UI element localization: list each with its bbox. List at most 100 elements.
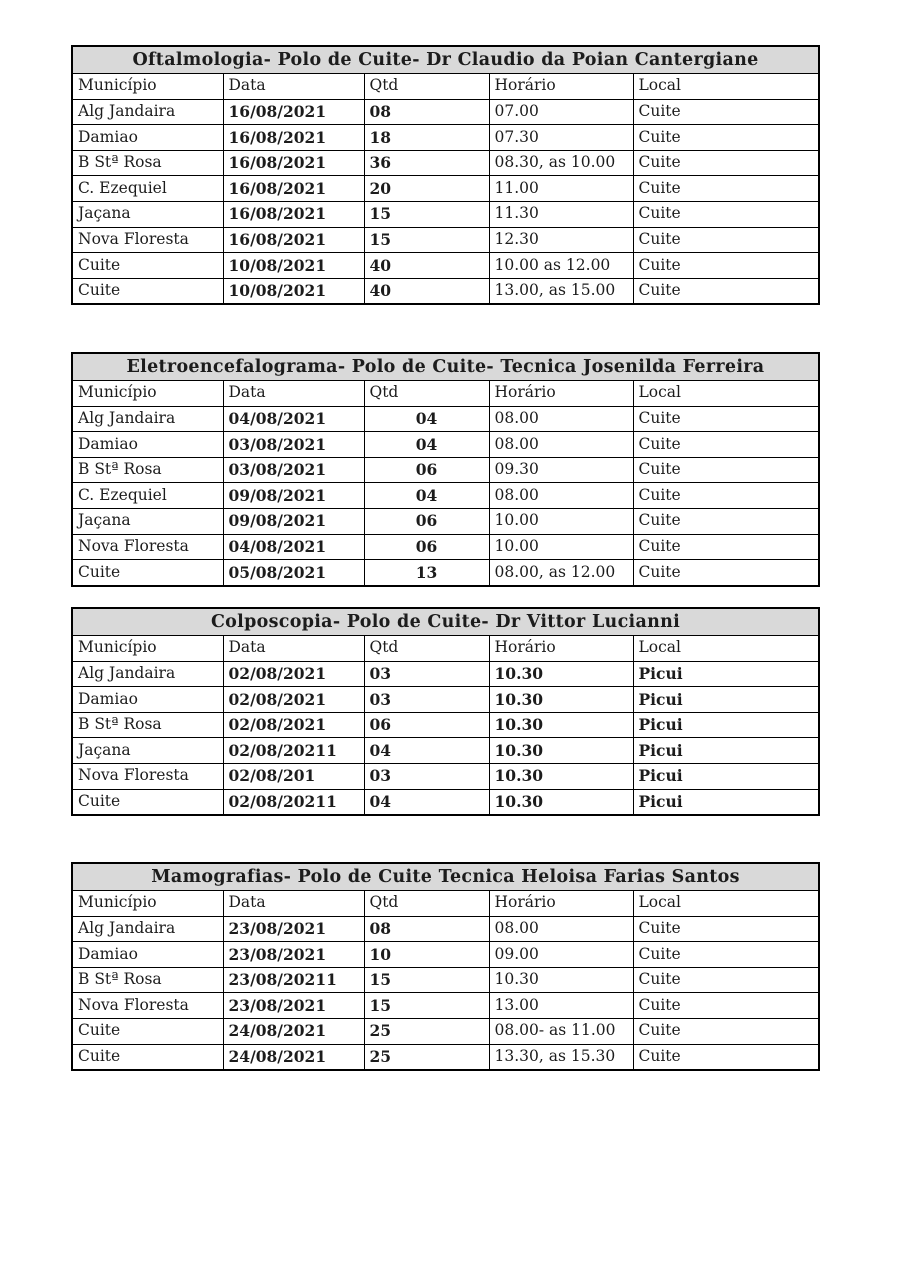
horario-cell: 08.00 xyxy=(488,915,634,943)
municipio-cell: Alg Jandaira xyxy=(71,660,224,688)
horario-cell: 08.00- as 11.00 xyxy=(488,1017,634,1045)
table-row: Damiao 23/08/2021 10 09.00 Cuite xyxy=(71,941,820,968)
table-row: Alg Jandaira 02/08/2021 03 10.30 Picui xyxy=(71,660,820,688)
data-cell: 04/08/2021 xyxy=(222,533,365,561)
qtd-cell: 10 xyxy=(363,941,490,968)
table-row: B Stª Rosa 16/08/2021 36 08.30, as 10.00 Cui… xyxy=(71,149,820,177)
colposcopia-schedule-table: Colposcopia- Polo de Cuite- Dr Vittor Lu… xyxy=(71,607,821,817)
table-title-row: Eletroencefalograma- Polo de Cuite- Tecn… xyxy=(71,352,820,381)
column-header-row: Município Data Qtd Horário Local xyxy=(71,73,820,100)
horario-cell: 11.00 xyxy=(488,175,634,202)
data-cell: 16/08/2021 xyxy=(222,175,365,202)
horario-cell: 08.00 xyxy=(488,482,634,509)
local-cell: Picui xyxy=(632,660,820,688)
municipio-cell: B Stª Rosa xyxy=(71,711,224,739)
municipio-cell: Alg Jandaira xyxy=(71,405,224,433)
qtd-cell: 06 xyxy=(363,533,490,561)
table-row: Nova Floresta 02/08/201 03 10.30 Picui xyxy=(71,762,820,790)
local-cell: Picui xyxy=(632,788,820,816)
qtd-cell: 08 xyxy=(363,98,490,126)
horario-cell: 10.30 xyxy=(488,762,634,790)
horario-cell: 10.30 xyxy=(488,788,634,816)
municipio-cell: C. Ezequiel xyxy=(71,175,224,202)
local-cell: Cuite xyxy=(632,98,820,126)
table-title: Oftalmologia- Polo de Cuite- Dr Claudio … xyxy=(71,45,820,74)
data-cell: 02/08/2021 xyxy=(222,660,365,688)
horario-cell: 07.30 xyxy=(488,124,634,151)
municipio-cell: Damiao xyxy=(71,124,224,151)
data-cell: 02/08/201 xyxy=(222,762,365,790)
horario-cell: 10.00 xyxy=(488,533,634,561)
data-cell: 04/08/2021 xyxy=(222,405,365,433)
municipio-cell: B Stª Rosa xyxy=(71,456,224,484)
column-header: Local xyxy=(632,380,820,407)
horario-cell: 13.00 xyxy=(488,992,634,1019)
municipio-cell: Jaçana xyxy=(71,200,224,228)
horario-cell: 08.00, as 12.00 xyxy=(488,559,634,587)
table-row: Damiao 16/08/2021 18 07.30 Cuite xyxy=(71,124,820,151)
local-cell: Cuite xyxy=(632,992,820,1019)
table-title: Colposcopia- Polo de Cuite- Dr Vittor Lu… xyxy=(71,607,820,636)
data-cell: 16/08/2021 xyxy=(222,149,365,177)
municipio-cell: Cuite xyxy=(71,559,224,587)
horario-cell: 13.00, as 15.00 xyxy=(488,277,634,305)
horario-cell: 13.30, as 15.30 xyxy=(488,1043,634,1071)
column-header-row: Município Data Qtd Horário Local xyxy=(71,890,820,917)
table-row: Cuite 10/08/2021 40 10.00 as 12.00 Cuite xyxy=(71,252,820,279)
local-cell: Cuite xyxy=(632,431,820,458)
qtd-cell: 25 xyxy=(363,1043,490,1071)
data-cell: 03/08/2021 xyxy=(222,456,365,484)
data-cell: 02/08/2021 xyxy=(222,711,365,739)
local-cell: Cuite xyxy=(632,507,820,535)
local-cell: Cuite xyxy=(632,405,820,433)
municipio-cell: Cuite xyxy=(71,252,224,279)
municipio-cell: Nova Floresta xyxy=(71,762,224,790)
municipio-cell: Jaçana xyxy=(71,737,224,764)
data-cell: 16/08/2021 xyxy=(222,226,365,254)
horario-cell: 08.00 xyxy=(488,405,634,433)
table-row: Damiao 03/08/2021 04 08.00 Cuite xyxy=(71,431,820,458)
qtd-cell: 04 xyxy=(363,788,490,816)
data-cell: 23/08/2021 xyxy=(222,915,365,943)
table-row: C. Ezequiel 16/08/2021 20 11.00 Cuite xyxy=(71,175,820,202)
column-header: Horário xyxy=(488,380,634,407)
municipio-cell: Cuite xyxy=(71,1043,224,1071)
table-row: B Stª Rosa 23/08/20211 15 10.30 Cuite xyxy=(71,966,820,994)
qtd-cell: 15 xyxy=(363,200,490,228)
qtd-cell: 40 xyxy=(363,252,490,279)
municipio-cell: Nova Floresta xyxy=(71,226,224,254)
horario-cell: 09.30 xyxy=(488,456,634,484)
local-cell: Picui xyxy=(632,762,820,790)
qtd-cell: 04 xyxy=(363,431,490,458)
horario-cell: 10.30 xyxy=(488,686,634,713)
mamografias-schedule-table: Mamografias- Polo de Cuite Tecnica Heloi… xyxy=(71,862,821,1072)
qtd-cell: 06 xyxy=(363,507,490,535)
local-cell: Picui xyxy=(632,686,820,713)
table-row: Jaçana 09/08/2021 06 10.00 Cuite xyxy=(71,507,820,535)
table-row: B Stª Rosa 02/08/2021 06 10.30 Picui xyxy=(71,711,820,739)
qtd-cell: 18 xyxy=(363,124,490,151)
column-header: Município xyxy=(71,635,224,662)
horario-cell: 10.30 xyxy=(488,737,634,764)
column-header: Qtd xyxy=(363,73,490,100)
data-cell: 16/08/2021 xyxy=(222,98,365,126)
qtd-cell: 06 xyxy=(363,456,490,484)
local-cell: Cuite xyxy=(632,124,820,151)
column-header-row: Município Data Qtd Horário Local xyxy=(71,635,820,662)
qtd-cell: 25 xyxy=(363,1017,490,1045)
column-header: Município xyxy=(71,890,224,917)
qtd-cell: 08 xyxy=(363,915,490,943)
data-cell: 05/08/2021 xyxy=(222,559,365,587)
data-cell: 23/08/20211 xyxy=(222,966,365,994)
municipio-cell: B Stª Rosa xyxy=(71,149,224,177)
eletroencefalograma-schedule-table: Eletroencefalograma- Polo de Cuite- Tecn… xyxy=(71,352,820,587)
data-cell: 24/08/2021 xyxy=(222,1017,365,1045)
data-cell: 10/08/2021 xyxy=(222,252,365,279)
data-cell: 09/08/2021 xyxy=(222,482,365,509)
horario-cell: 08.30, as 10.00 xyxy=(488,149,634,177)
column-header: Local xyxy=(632,635,820,662)
local-cell: Cuite xyxy=(632,559,820,587)
municipio-cell: Cuite xyxy=(71,788,224,816)
qtd-cell: 03 xyxy=(363,686,490,713)
data-cell: 23/08/2021 xyxy=(222,941,365,968)
